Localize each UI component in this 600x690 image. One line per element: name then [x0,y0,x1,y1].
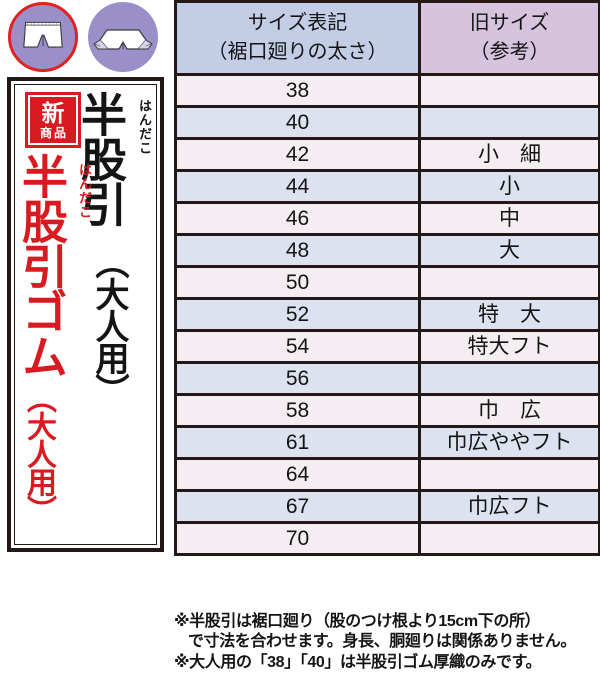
table-row: 42 小 細 [174,137,600,172]
cell-size: 44 [174,169,421,204]
table-row: 70 [174,521,600,556]
cell-old-size [418,361,600,396]
footnote-line-1: ※半股引は裾口廻り（股のつけ根より15cm下の所） [174,613,541,630]
product-title-red: 半股引ゴム [15,153,69,378]
product-title-panel: 新 商品 半股引 はんだこ （大人用） 半股引ゴム はんだこ （大人用） [7,77,164,552]
cell-size: 70 [174,521,421,556]
cell-old-size [418,265,600,300]
cell-size: 58 [174,393,421,428]
column-header-old-line1: 旧サイズ [469,12,550,34]
size-table-section: サイズ表記 （裾口廻りの太さ） 旧サイズ （参考） 38 40 42 小 細 44 小 46… [174,0,600,690]
cell-size: 42 [174,137,421,172]
cell-size: 40 [174,105,421,140]
cell-size: 38 [174,73,421,108]
product-title-red-suffix: （大人用） [21,383,56,523]
table-row: 48 大 [174,233,600,268]
cell-size: 52 [174,297,421,332]
new-product-badge-inner: 新 商品 [30,97,76,143]
table-row: 64 [174,457,600,492]
cell-old-size: 特 大 [418,297,600,332]
cell-old-size: 大 [418,233,600,268]
new-badge-sub-text: 商品 [39,126,68,140]
size-table-head: サイズ表記 （裾口廻りの太さ） 旧サイズ （参考） [174,0,600,76]
cell-old-size: 特大フト [418,329,600,364]
table-row: 46 中 [174,201,600,236]
left-column: 新 商品 半股引 はんだこ （大人用） 半股引ゴム はんだこ （大人用） [0,0,172,690]
table-row: 61 巾広ややフト [174,425,600,460]
cell-old-size: 巾広ややフト [418,425,600,460]
footnote-line-3: ※大人用の「38」「40」は半股引ゴム厚織のみです。 [174,653,542,671]
cell-size: 61 [174,425,421,460]
table-header-row: サイズ表記 （裾口廻りの太さ） 旧サイズ （参考） [174,0,600,76]
cell-size: 48 [174,233,421,268]
table-row: 50 [174,265,600,300]
cell-size: 50 [174,265,421,300]
table-row: 54 特大フト [174,329,600,364]
product-title-red-furigana: はんだこ [75,163,91,219]
footnotes: ※半股引は裾口廻り（股のつけ根より15cm下の所） で寸法を合わせます。身長、胴… [174,612,600,673]
cell-old-size: 中 [418,201,600,236]
column-header-size: サイズ表記 （裾口廻りの太さ） [174,0,421,76]
column-header-size-line2: （裾口廻りの太さ） [207,41,388,63]
new-badge-main-text: 新 [41,100,65,126]
cell-old-size [418,521,600,556]
column-header-old-line2: （参考） [469,41,550,63]
size-table-body: 38 40 42 小 細 44 小 46 中 48 大 50 52 特 大 54 特大フト 56 58 巾 広 61… [174,73,600,556]
cell-old-size: 小 細 [418,137,600,172]
cell-size: 67 [174,489,421,524]
shorts-flat-icon [88,2,158,72]
table-row: 56 [174,361,600,396]
cell-old-size [418,457,600,492]
product-title-black-furigana: はんだこ [136,99,151,155]
cell-old-size: 小 [418,169,600,204]
cell-old-size: 巾 広 [418,393,600,428]
product-title-black-suffix: （大人用） [89,245,129,405]
footnote-line-2: で寸法を合わせます。身長、胴廻りは関係ありません。 [188,633,576,651]
table-row: 58 巾 広 [174,393,600,428]
cell-old-size [418,105,600,140]
table-row: 52 特 大 [174,297,600,332]
cell-size: 46 [174,201,421,236]
product-icon-row [6,0,168,74]
cell-size: 56 [174,361,421,396]
column-header-old-size: 旧サイズ （参考） [418,0,600,76]
cell-size: 54 [174,329,421,364]
cell-old-size: 巾広フト [418,489,600,524]
table-row: 38 [174,73,600,108]
size-table: サイズ表記 （裾口廻りの太さ） 旧サイズ （参考） 38 40 42 小 細 44 小 46… [174,0,600,556]
shorts-front-icon [8,2,78,72]
table-row: 44 小 [174,169,600,204]
product-title-panel-inner: 新 商品 半股引 はんだこ （大人用） 半股引ゴム はんだこ （大人用） [14,84,157,545]
table-row: 67 巾広フト [174,489,600,524]
cell-old-size [418,73,600,108]
product-title-black: 半股引 [74,91,128,226]
new-product-badge: 新 商品 [25,92,81,148]
cell-size: 64 [174,457,421,492]
table-row: 40 [174,105,600,140]
column-header-size-line1: サイズ表記 [247,12,348,34]
